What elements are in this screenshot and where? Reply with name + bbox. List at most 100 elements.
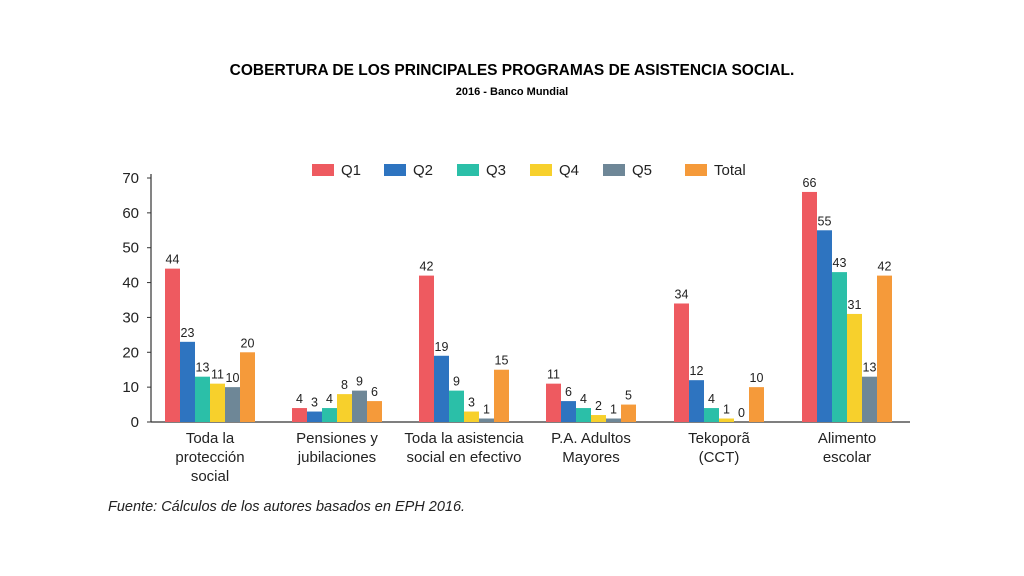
data-label: 44 xyxy=(166,253,180,267)
bar-q4 xyxy=(847,313,862,422)
y-tick-label: 40 xyxy=(122,275,139,292)
data-label: 2 xyxy=(595,399,602,413)
bar-q5 xyxy=(479,418,494,422)
bar-q1 xyxy=(546,383,561,422)
bar-q5 xyxy=(225,387,240,422)
data-label: 1 xyxy=(483,403,490,417)
legend-swatch-q3 xyxy=(457,164,479,176)
data-label: 12 xyxy=(690,364,704,378)
bar-q1 xyxy=(419,275,434,422)
legend-label-q4: Q4 xyxy=(559,162,579,179)
bar-q2 xyxy=(307,411,322,422)
y-tick-label: 10 xyxy=(122,379,139,396)
data-label: 15 xyxy=(495,354,509,368)
legend-swatch-q4 xyxy=(530,164,552,176)
data-label: 9 xyxy=(453,375,460,389)
category-label: protección xyxy=(175,449,244,466)
category-label: (CCT) xyxy=(699,449,740,466)
bar-q2 xyxy=(561,401,576,422)
data-label: 4 xyxy=(580,392,587,406)
data-label: 6 xyxy=(565,385,572,399)
data-label: 11 xyxy=(547,368,560,382)
data-label: 0 xyxy=(738,406,745,420)
bar-q3 xyxy=(449,390,464,422)
bar-q2 xyxy=(817,230,832,422)
bar-q3 xyxy=(704,408,719,422)
bar-q1 xyxy=(674,303,689,422)
data-label: 5 xyxy=(625,389,632,403)
legend-swatch-q1 xyxy=(312,164,334,176)
bar-q4 xyxy=(464,411,479,422)
y-tick-label: 30 xyxy=(122,309,139,326)
data-label: 1 xyxy=(610,403,617,417)
bar-total xyxy=(749,387,764,422)
y-tick-label: 20 xyxy=(122,344,139,361)
data-label: 66 xyxy=(803,176,817,190)
bar-q5 xyxy=(352,390,367,422)
bar-q1 xyxy=(292,408,307,422)
y-tick-label: 0 xyxy=(131,414,139,431)
bar-q3 xyxy=(832,272,847,422)
data-label: 20 xyxy=(241,336,255,350)
category-label: Tekoporã xyxy=(688,430,750,447)
bar-q3 xyxy=(195,376,210,422)
data-label: 13 xyxy=(196,361,210,375)
bar-q2 xyxy=(434,355,449,422)
chart-subtitle: 2016 - Banco Mundial xyxy=(455,86,569,98)
legend-swatch-total xyxy=(685,164,707,176)
y-tick-label: 50 xyxy=(122,240,139,257)
bar-q3 xyxy=(322,408,337,422)
data-label: 3 xyxy=(468,396,475,410)
data-label: 55 xyxy=(818,214,832,228)
data-label: 8 xyxy=(341,378,348,392)
data-label: 43 xyxy=(833,256,847,270)
bar-q4 xyxy=(591,415,606,422)
legend-label-q3: Q3 xyxy=(486,162,506,179)
y-tick-label: 60 xyxy=(122,205,139,222)
category-label: escolar xyxy=(823,449,871,466)
legend-swatch-q5 xyxy=(603,164,625,176)
source-note: Fuente: Cálculos de los autores basados … xyxy=(108,499,466,515)
data-label: 4 xyxy=(708,392,715,406)
bar-total xyxy=(240,352,255,422)
data-label: 10 xyxy=(750,371,764,385)
data-label: 1 xyxy=(723,403,730,417)
data-label: 19 xyxy=(435,340,449,354)
legend-label-q2: Q2 xyxy=(413,162,433,179)
category-label: Toda la asistencia xyxy=(404,430,524,447)
bar-q4 xyxy=(337,394,352,422)
data-label: 42 xyxy=(878,260,892,274)
category-label: social en efectivo xyxy=(406,449,521,466)
bar-total xyxy=(621,404,636,422)
bar-q5 xyxy=(862,376,877,422)
legend-swatch-q2 xyxy=(384,164,406,176)
bar-q3 xyxy=(576,408,591,422)
bar-q4 xyxy=(719,418,734,422)
data-label: 9 xyxy=(356,375,363,389)
category-label: Toda la xyxy=(186,430,235,447)
bar-total xyxy=(367,401,382,422)
bar-q2 xyxy=(689,380,704,422)
bar-q1 xyxy=(165,268,180,422)
data-label: 3 xyxy=(311,396,318,410)
legend-label-q5: Q5 xyxy=(632,162,652,179)
data-label: 10 xyxy=(226,371,240,385)
bar-q1 xyxy=(802,191,817,422)
data-label: 6 xyxy=(371,385,378,399)
y-tick-label: 70 xyxy=(122,170,139,187)
data-label: 11 xyxy=(211,368,224,382)
bar-q4 xyxy=(210,383,225,422)
category-label: social xyxy=(191,468,229,485)
category-label: Mayores xyxy=(562,449,620,466)
data-label: 31 xyxy=(848,298,862,312)
bar-total xyxy=(877,275,892,422)
chart-title: COBERTURA DE LOS PRINCIPALES PROGRAMAS D… xyxy=(229,62,795,79)
legend-label-q1: Q1 xyxy=(341,162,361,179)
legend-label-total: Total xyxy=(714,162,746,179)
data-label: 34 xyxy=(675,287,689,301)
data-label: 13 xyxy=(863,361,877,375)
category-label: Pensiones y xyxy=(296,430,378,447)
category-label: P.A. Adultos xyxy=(551,430,631,447)
bar-total xyxy=(494,369,509,422)
